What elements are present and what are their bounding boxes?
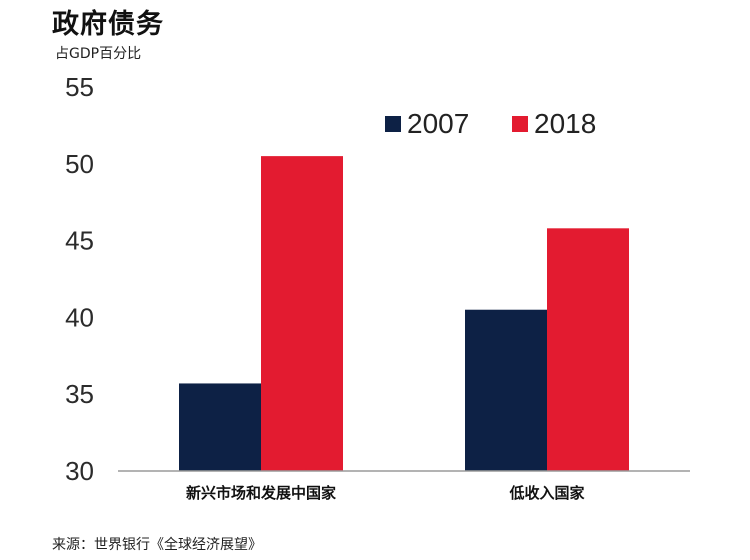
x-category-label: 新兴市场和发展中国家 (186, 484, 336, 502)
chart-title: 政府债务 (52, 9, 164, 40)
bar-2007-1 (179, 383, 261, 471)
y-tick-label: 40 (65, 302, 94, 332)
bar-2018-2 (547, 228, 629, 471)
legend-label-2018: 2018 (534, 108, 596, 139)
bars (179, 156, 629, 471)
legend: 2007 2018 (385, 108, 596, 139)
y-tick-label: 35 (65, 379, 94, 409)
x-axis: 新兴市场和发展中国家 低收入国家 (186, 484, 585, 502)
x-category-label: 低收入国家 (508, 484, 584, 502)
bar-2007-2 (465, 309, 547, 471)
y-tick-label: 55 (65, 72, 94, 102)
y-tick-label: 30 (65, 456, 94, 486)
legend-swatch-2018 (512, 116, 528, 132)
chart-subtitle: 占GDP百分比 (55, 46, 142, 62)
legend-swatch-2007 (385, 116, 401, 132)
legend-label-2007: 2007 (407, 108, 469, 139)
y-tick-label: 50 (65, 149, 94, 179)
y-axis: 30 35 40 45 50 55 (65, 72, 94, 486)
bar-2018-1 (261, 156, 343, 471)
y-tick-label: 45 (65, 226, 94, 256)
source-note: 来源：世界银行《全球经济展望》 (52, 537, 262, 553)
